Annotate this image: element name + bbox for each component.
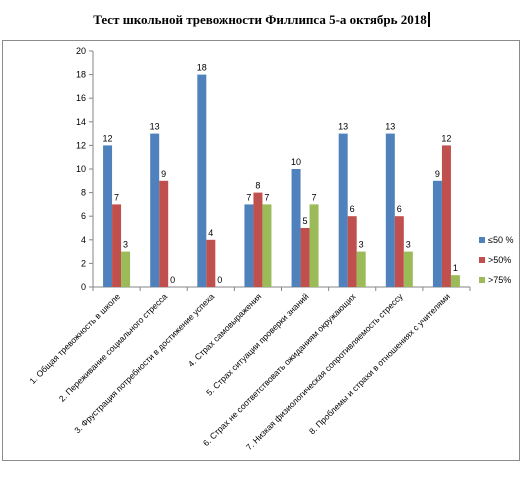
chart-frame bbox=[2, 40, 520, 461]
y-tick-label: 8 bbox=[81, 188, 86, 198]
category-label: 1. Общая тревожность в школе bbox=[27, 291, 122, 386]
data-label: 12 bbox=[103, 133, 113, 143]
bar bbox=[309, 204, 319, 287]
bar bbox=[253, 192, 263, 287]
bar bbox=[262, 204, 272, 287]
bar bbox=[291, 169, 301, 287]
data-label: 3 bbox=[123, 240, 128, 250]
bar bbox=[394, 216, 404, 287]
bar bbox=[112, 204, 122, 287]
data-label: 7 bbox=[114, 192, 119, 202]
y-tick-label: 6 bbox=[81, 211, 86, 221]
data-label: 0 bbox=[217, 275, 222, 285]
bar bbox=[450, 275, 460, 287]
y-tick-label: 4 bbox=[81, 235, 86, 245]
data-label: 1 bbox=[453, 263, 458, 273]
data-label: 5 bbox=[303, 216, 308, 226]
bar bbox=[356, 251, 366, 287]
y-tick-label: 10 bbox=[76, 164, 86, 174]
bar bbox=[121, 251, 131, 287]
data-label: 7 bbox=[264, 192, 269, 202]
bar bbox=[103, 145, 113, 287]
data-label: 9 bbox=[435, 169, 440, 179]
data-label: 3 bbox=[406, 240, 411, 250]
y-tick-label: 18 bbox=[76, 70, 86, 80]
y-tick-label: 0 bbox=[81, 282, 86, 292]
data-label: 8 bbox=[255, 181, 260, 191]
bar bbox=[338, 133, 348, 287]
legend-swatch bbox=[479, 237, 485, 243]
bar bbox=[432, 180, 442, 287]
data-label: 4 bbox=[208, 228, 213, 238]
data-label: 13 bbox=[150, 122, 160, 132]
data-label: 12 bbox=[441, 133, 451, 143]
y-tick-label: 12 bbox=[76, 140, 86, 150]
y-tick-label: 16 bbox=[76, 93, 86, 103]
legend-label: >50% bbox=[488, 255, 511, 265]
data-label: 13 bbox=[338, 122, 348, 132]
legend-swatch bbox=[479, 257, 485, 263]
category-label: 7. Низкая физиологическая сопротивляемос… bbox=[244, 291, 405, 452]
legend-label: >75% bbox=[488, 275, 511, 285]
bar bbox=[385, 133, 395, 287]
bar bbox=[403, 251, 413, 287]
bar bbox=[206, 239, 216, 287]
data-label: 6 bbox=[397, 204, 402, 214]
data-label: 0 bbox=[170, 275, 175, 285]
data-label: 3 bbox=[359, 240, 364, 250]
data-label: 9 bbox=[161, 169, 166, 179]
data-label: 7 bbox=[246, 192, 251, 202]
bar bbox=[441, 145, 451, 287]
chart-title-text: Тест школьной тревожности Филлипса 5-а о… bbox=[93, 12, 427, 27]
y-tick-label: 20 bbox=[76, 46, 86, 56]
bar bbox=[244, 204, 254, 287]
bar bbox=[150, 133, 160, 287]
bar bbox=[347, 216, 357, 287]
category-label: 5. Страх ситуации проверки знаний bbox=[204, 291, 311, 398]
text-cursor bbox=[427, 12, 430, 27]
data-label: 13 bbox=[385, 122, 395, 132]
data-label: 18 bbox=[197, 63, 207, 73]
bar bbox=[159, 180, 169, 287]
bar bbox=[300, 228, 310, 287]
data-label: 7 bbox=[312, 192, 317, 202]
data-label: 6 bbox=[350, 204, 355, 214]
legend-label: ≤50 % bbox=[488, 235, 513, 245]
y-tick-label: 14 bbox=[76, 117, 86, 127]
y-tick-label: 2 bbox=[81, 258, 86, 268]
legend-swatch bbox=[479, 277, 485, 283]
data-label: 10 bbox=[291, 157, 301, 167]
chart-title: Тест школьной тревожности Филлипса 5-а о… bbox=[0, 12, 523, 28]
bar bbox=[197, 74, 207, 287]
